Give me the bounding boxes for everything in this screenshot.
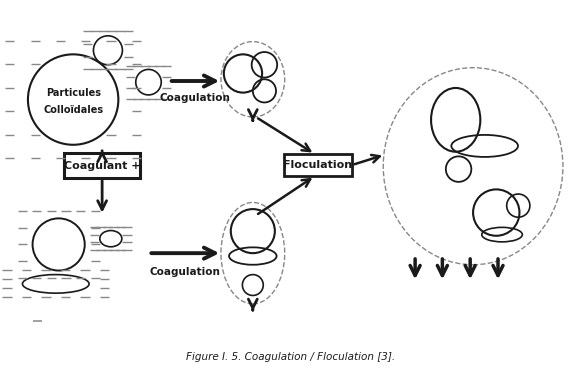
Text: Coagulation: Coagulation bbox=[149, 267, 220, 277]
Text: Coagulation: Coagulation bbox=[159, 93, 230, 103]
Text: Coagulant +: Coagulant + bbox=[64, 161, 141, 170]
Text: Colloïdales: Colloïdales bbox=[43, 105, 103, 115]
Bar bbox=[64, 153, 140, 178]
Bar bbox=[284, 154, 352, 176]
Text: Floculation: Floculation bbox=[283, 160, 352, 170]
Text: Figure I. 5. Coagulation / Floculation [3].: Figure I. 5. Coagulation / Floculation [… bbox=[186, 352, 395, 363]
Text: Particules: Particules bbox=[46, 88, 101, 98]
